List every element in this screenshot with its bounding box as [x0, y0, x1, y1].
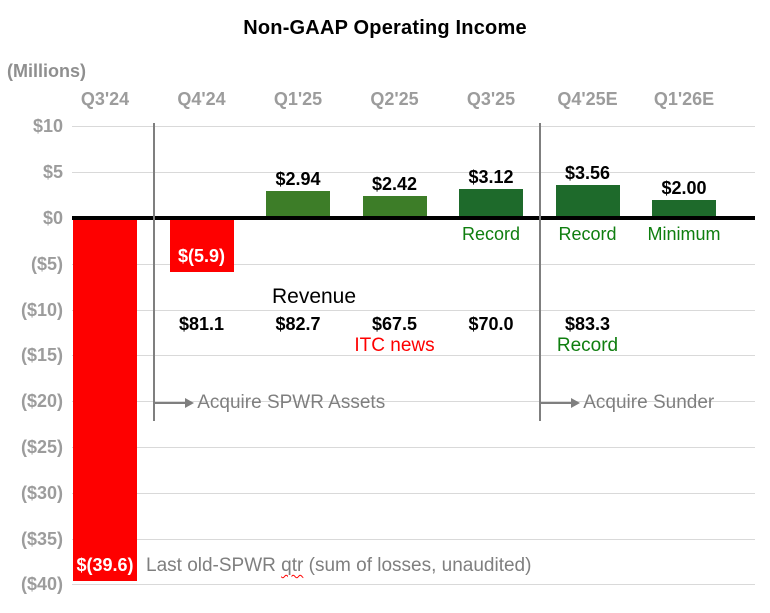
- bar-value-label: $2.42: [371, 173, 418, 194]
- annotation-label: Acquire SPWR Assets: [197, 392, 386, 413]
- bar-value-label: $3.56: [564, 163, 611, 184]
- revenue-value: $83.3: [564, 314, 611, 334]
- y-tick-label: ($30): [20, 482, 63, 503]
- footnote: Last old-SPWR qtr (sum of losses, unaudi…: [146, 554, 531, 577]
- bar: [555, 185, 620, 218]
- divider-line: [539, 123, 542, 421]
- footnote-text-tail: (sum of losses, unaudited): [303, 555, 532, 576]
- zero-axis-line: [72, 216, 755, 220]
- bar: [459, 189, 523, 218]
- status-label: Minimum: [647, 224, 721, 244]
- y-tick-label: ($5): [30, 253, 63, 274]
- bar: [169, 218, 234, 273]
- bar: [652, 199, 716, 218]
- gridline: [72, 126, 755, 128]
- gridline: [72, 172, 755, 174]
- arrow-head-icon: [571, 398, 581, 408]
- y-tick-label: $0: [42, 208, 63, 228]
- gridline: [72, 263, 755, 265]
- revenue-value: $70.0: [468, 314, 514, 334]
- bar-value-label: $2.94: [275, 169, 321, 190]
- bar: [73, 218, 137, 581]
- bar-value-label: $3.12: [468, 167, 514, 188]
- page-title: Non-GAAP Operating Income: [243, 17, 527, 39]
- bar: [362, 195, 427, 218]
- gridline: [72, 309, 755, 311]
- y-tick-label: ($35): [20, 528, 63, 549]
- y-tick-label: ($40): [20, 574, 63, 595]
- units-label: (Millions): [7, 61, 86, 81]
- gridline: [72, 538, 755, 540]
- gridline: [72, 492, 755, 494]
- arrow-icon: [155, 402, 186, 404]
- column-header: Q1'25: [273, 89, 323, 109]
- y-tick-label: $5: [42, 162, 63, 183]
- column-header: Q3'25: [466, 89, 516, 109]
- arrow-head-icon: [185, 398, 195, 408]
- y-tick-label: ($20): [20, 391, 63, 412]
- footnote-misspelled-word: qtr: [281, 555, 304, 576]
- revenue-note: Record: [556, 335, 619, 356]
- bar: [266, 191, 330, 218]
- status-label: Record: [558, 224, 617, 244]
- divider-line: [153, 123, 156, 421]
- revenue-value: $67.5: [371, 314, 418, 334]
- revenue-label: Revenue: [271, 285, 357, 308]
- y-tick-label: ($25): [20, 437, 63, 457]
- annotation-label: Acquire Sunder: [583, 392, 715, 413]
- column-header: Q2'25: [370, 89, 419, 109]
- column-header: Q4'24: [177, 89, 226, 109]
- gridline: [72, 447, 755, 448]
- column-header: Q3'24: [80, 89, 130, 109]
- revenue-note: ITC news: [354, 335, 435, 356]
- y-tick-label: ($10): [20, 299, 63, 320]
- gridline: [72, 355, 755, 357]
- bar-value-label: $(39.6): [76, 554, 134, 575]
- bar-value-label: $2.00: [661, 177, 707, 198]
- gridline: [72, 584, 755, 586]
- revenue-value: $82.7: [275, 314, 321, 334]
- arrow-icon: [541, 402, 572, 404]
- bar-value-label: $(5.9): [177, 246, 226, 267]
- y-tick-label: ($15): [20, 345, 63, 366]
- y-tick-label: $10: [32, 116, 63, 137]
- revenue-value: $81.1: [178, 314, 225, 334]
- gridline: [72, 401, 755, 403]
- footnote-text: Last old-SPWR: [146, 555, 282, 576]
- column-header: Q4'25E: [557, 89, 618, 109]
- status-label: Record: [461, 224, 521, 244]
- column-header: Q1'26E: [653, 89, 715, 109]
